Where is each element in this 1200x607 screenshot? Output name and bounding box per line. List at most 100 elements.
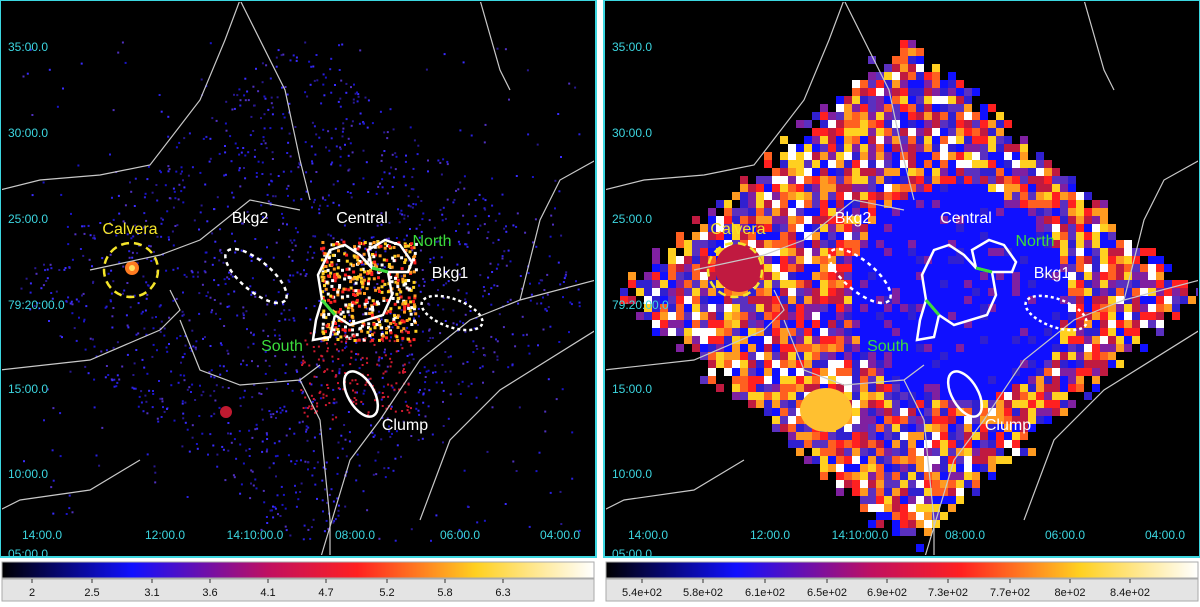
pixel: [780, 240, 788, 248]
photon: [528, 352, 531, 355]
pixel: [756, 376, 764, 384]
pixel: [900, 472, 908, 480]
photon: [231, 191, 234, 194]
pixel: [972, 440, 980, 448]
photon: [168, 343, 170, 345]
photon: [126, 353, 129, 356]
pixel: [892, 464, 900, 472]
photon: [371, 122, 374, 125]
pixel: [708, 304, 716, 312]
pixel: [852, 152, 860, 160]
photon: [444, 217, 447, 220]
pixel: [940, 384, 948, 392]
photon: [132, 374, 135, 376]
pixel: [908, 424, 916, 432]
photon: [268, 365, 271, 367]
pixel: [1084, 296, 1092, 304]
pixel: [1020, 200, 1028, 208]
photon-bright: [325, 280, 329, 284]
photon: [366, 509, 369, 512]
photon: [371, 431, 374, 434]
pixel: [812, 128, 820, 136]
pixel: [1092, 248, 1100, 256]
photon: [50, 267, 53, 270]
photon: [544, 410, 547, 413]
photon: [472, 340, 475, 343]
photon: [300, 482, 303, 485]
pixel: [1116, 288, 1124, 296]
photon: [458, 222, 461, 225]
pixel: [948, 360, 956, 368]
pixel: [868, 408, 876, 416]
pixel: [980, 376, 988, 384]
photon: [44, 269, 46, 272]
pixel: [844, 176, 852, 184]
pixel: [772, 264, 780, 272]
photon: [475, 317, 478, 320]
pixel: [948, 304, 956, 312]
photon: [383, 171, 386, 174]
photon-red: [389, 357, 392, 360]
pixel: [1012, 264, 1020, 272]
pixel: [916, 352, 924, 360]
photon: [344, 505, 347, 508]
region-calvera: [706, 241, 764, 299]
pixel: [804, 384, 812, 392]
photon: [325, 519, 328, 522]
pixel: [892, 176, 900, 184]
pixel: [1092, 208, 1100, 216]
photon-bright: [347, 288, 351, 292]
pixel: [1020, 208, 1028, 216]
photon: [297, 498, 300, 501]
pixel: [852, 176, 860, 184]
blob: [715, 244, 763, 292]
pixel: [1100, 256, 1108, 264]
pixel: [1028, 272, 1036, 280]
photon-bright: [329, 294, 333, 298]
photon: [341, 447, 344, 450]
photon: [282, 222, 284, 225]
photon-bright: [333, 310, 337, 314]
pixel: [860, 376, 868, 384]
pixel: [876, 112, 884, 120]
pixel: [1084, 240, 1092, 248]
pixel: [1092, 376, 1100, 384]
pixel: [948, 328, 956, 336]
pixel: [780, 288, 788, 296]
photon: [312, 450, 315, 453]
photon-bright: [320, 275, 324, 279]
photon: [505, 225, 507, 228]
pixel: [908, 504, 916, 512]
region-label: Bkg1: [1034, 265, 1071, 282]
photon-bright: [368, 242, 372, 246]
pixel: [1068, 200, 1076, 208]
contour: [479, 2, 511, 91]
photon: [282, 113, 285, 116]
photon: [207, 453, 209, 456]
photon: [163, 334, 166, 337]
pixel: [780, 400, 788, 408]
pixel: [868, 320, 876, 328]
photon: [352, 183, 355, 186]
pixel: [852, 280, 860, 288]
pixel: [948, 136, 956, 144]
pixel: [948, 144, 956, 152]
photon: [411, 176, 414, 179]
pixel: [908, 80, 916, 88]
pixel: [836, 144, 844, 152]
photon-bright: [324, 330, 327, 334]
pixel: [828, 256, 836, 264]
photon-bright: [389, 275, 393, 279]
pixel: [1148, 248, 1156, 256]
pixel: [1020, 352, 1028, 360]
pixel: [876, 152, 884, 160]
pixel: [1108, 304, 1116, 312]
pixel: [756, 392, 764, 400]
pixel: [924, 240, 932, 248]
pixel: [812, 344, 820, 352]
photon-bright: [393, 302, 397, 306]
pixel: [812, 280, 820, 288]
photon: [421, 330, 424, 333]
photon-bright: [353, 294, 357, 297]
photon: [70, 300, 73, 303]
